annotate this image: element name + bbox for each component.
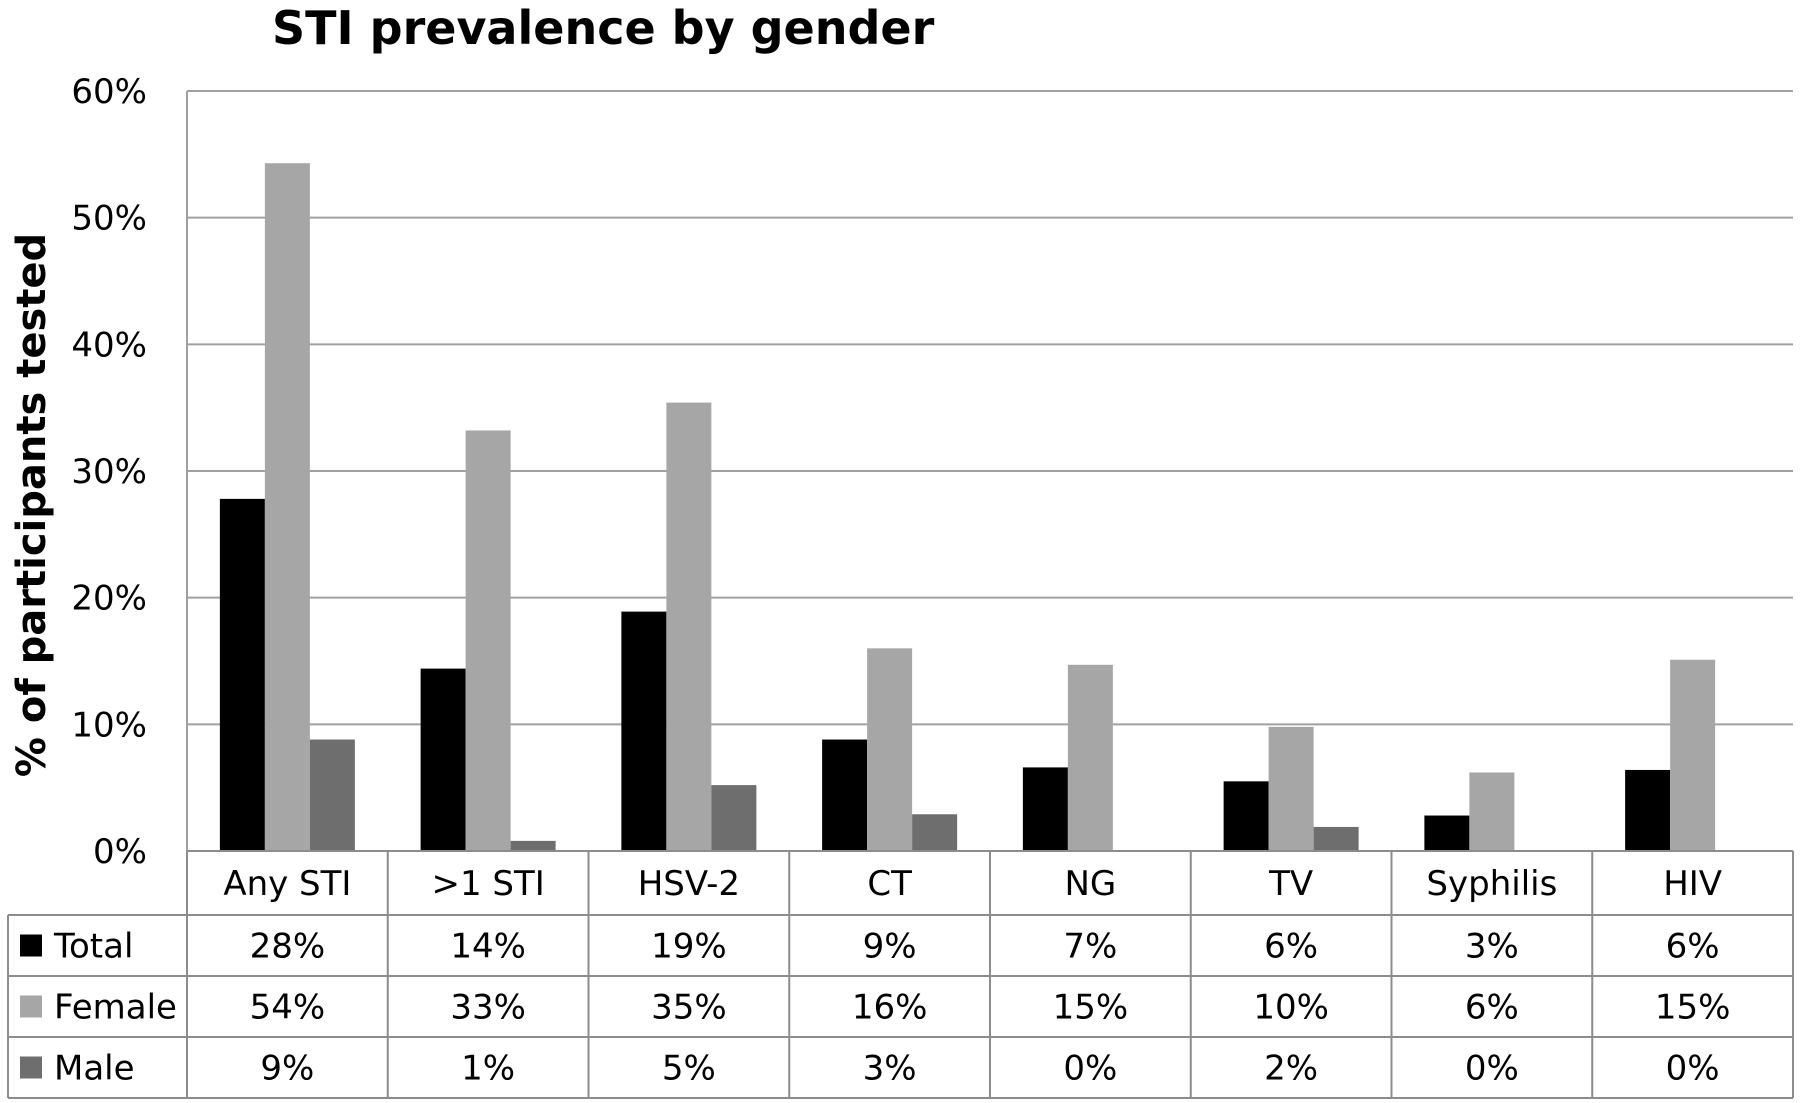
category-label: HSV-2 [638,864,740,904]
y-tick-label: 40% [71,325,147,365]
y-tick-label: 10% [71,705,147,745]
category-label: CT [867,864,912,904]
bars [219,163,1716,851]
bar-male-3 [912,814,958,851]
bar-total-2 [621,611,667,851]
bar-total-3 [822,739,868,851]
data-label-total: 9% [863,927,917,967]
bar-female-3 [867,648,913,851]
bar-male-5 [1313,826,1359,851]
bar-total-4 [1022,767,1068,851]
category-label: HIV [1663,864,1722,904]
legend-label-total: Total [53,927,133,967]
data-label-female: 15% [1053,988,1129,1028]
bar-male-0 [309,739,355,851]
data-label-total: 6% [1264,927,1318,967]
data-label-male: 5% [662,1049,716,1089]
category-label: >1 STI [431,864,544,904]
data-label-male: 0% [1666,1049,1720,1089]
bar-male-1 [510,840,556,851]
bar-female-7 [1670,659,1716,851]
legend-key-male [20,1056,42,1079]
data-label-male: 3% [863,1049,917,1089]
y-tick-label: 20% [71,579,147,619]
y-axis-ticks: 0% 10% 20% 30% 40% 50% 60% [71,72,147,872]
y-tick-label: 30% [71,452,147,492]
bar-total-6 [1424,815,1470,851]
bar-female-6 [1469,772,1515,851]
y-tick-label: 0% [93,832,147,872]
legend-key-total [20,934,42,957]
bar-female-1 [465,430,511,851]
y-tick-label: 50% [71,199,147,239]
data-label-male: 9% [260,1049,314,1089]
legend-label-male: Male [54,1049,135,1089]
data-label-total: 28% [250,927,326,967]
data-label-male: 0% [1063,1049,1117,1089]
data-label-total: 3% [1465,927,1519,967]
data-label-male: 0% [1465,1049,1519,1089]
category-label: TV [1268,864,1313,904]
bar-total-0 [219,498,265,851]
legend-key-female [20,995,42,1018]
data-label-female: 16% [852,988,928,1028]
y-tick-label: 60% [71,72,147,112]
category-label: Syphilis [1426,864,1557,904]
category-label: Any STI [223,864,351,904]
data-label-total: 6% [1666,927,1720,967]
bar-female-4 [1067,664,1113,851]
bar-female-0 [264,163,310,851]
chart-title: STI prevalence by gender [272,1,935,55]
data-label-female: 6% [1465,988,1519,1028]
bar-total-5 [1223,781,1269,851]
data-label-female: 54% [250,988,326,1028]
data-label-female: 10% [1253,988,1329,1028]
bar-female-2 [666,402,712,851]
category-label: NG [1064,864,1116,904]
bar-total-7 [1625,769,1671,851]
bar-male-2 [711,785,757,851]
data-label-male: 1% [461,1049,515,1089]
data-label-female: 15% [1655,988,1731,1028]
data-label-female: 33% [450,988,526,1028]
bar-total-1 [420,668,466,851]
data-label-female: 35% [651,988,727,1028]
data-label-total: 7% [1063,927,1117,967]
data-label-total: 19% [651,927,727,967]
data-label-male: 2% [1264,1049,1318,1089]
legend-label-female: Female [54,988,177,1028]
data-label-total: 14% [450,927,526,967]
data-table: Any STI >1 STI HSV-2 CT NG TV Syphilis HIV Total… [7,850,1794,1099]
bar-female-5 [1268,726,1314,851]
